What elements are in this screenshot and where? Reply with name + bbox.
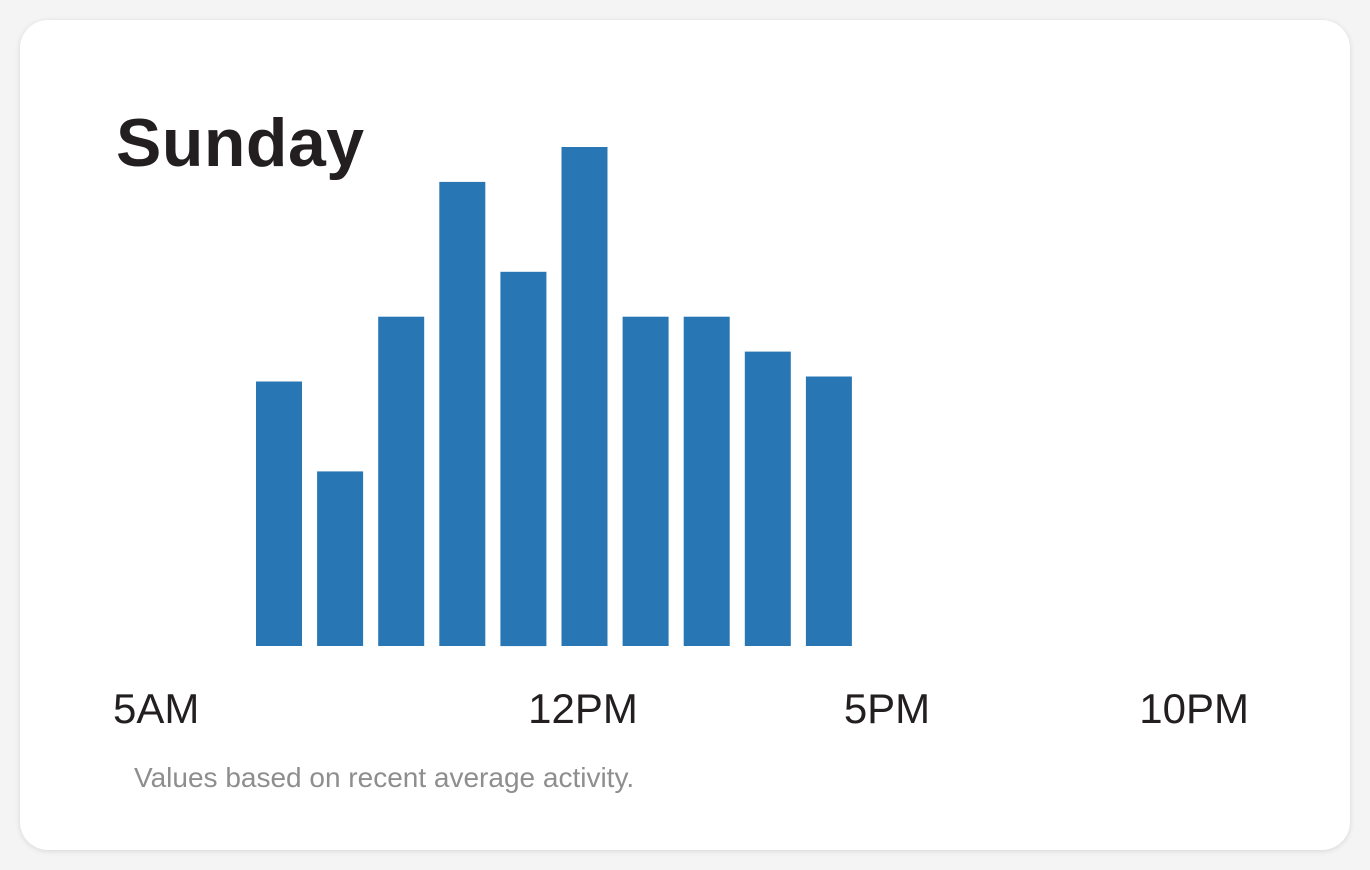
footnote: Values based on recent average activity. [134, 762, 635, 793]
day-title: Sunday [116, 105, 365, 181]
bar-11AM [500, 271, 547, 647]
bar-3PM [744, 351, 791, 646]
bar-1PM [622, 316, 669, 646]
bar-7AM [256, 381, 302, 646]
bar-4PM [805, 376, 852, 646]
x-tick-label: 12PM [528, 685, 638, 732]
x-tick-label: 10PM [1139, 685, 1249, 732]
x-tick-label: 5AM [113, 685, 199, 732]
bar-2PM [683, 316, 730, 646]
bar-10AM [439, 181, 486, 646]
x-tick-label: 5PM [844, 685, 930, 732]
bar-8AM [317, 471, 364, 646]
popular-times-card: Sunday 5AM 12PM 5PM 10PM Values based on re… [20, 20, 1350, 850]
activity-bar-chart: 5AM 12PM 5PM 10PM [113, 147, 1249, 732]
bar-12PM [561, 147, 608, 646]
bar-9AM [378, 316, 425, 646]
